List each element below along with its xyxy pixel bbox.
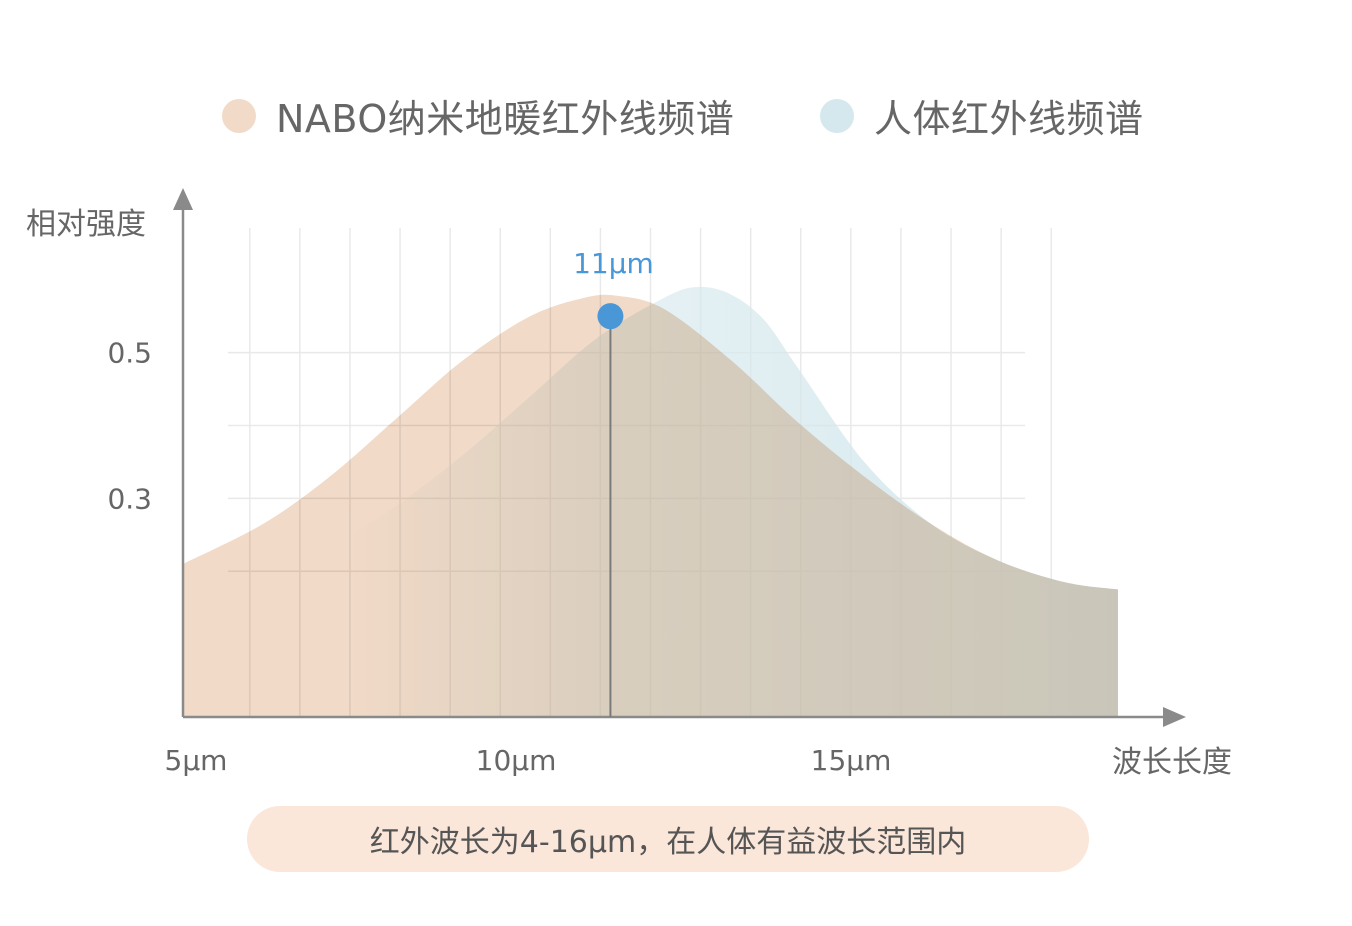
peak-marker — [597, 303, 624, 330]
x-tick-label: 15μm — [811, 744, 892, 777]
y-tick-label: 0.3 — [107, 482, 152, 515]
legend-label-human: 人体红外线频谱 — [874, 97, 1144, 141]
x-axis-arrow — [1163, 707, 1186, 727]
y-axis-title: 相对强度 — [26, 207, 146, 242]
y-axis-arrow — [173, 188, 193, 210]
wavelength-note: 红外波长为4-16μm，在人体有益波长范围内 — [247, 806, 1089, 872]
legend-item-human: 人体红外线频谱 — [820, 88, 1144, 143]
x-tick-label: 10μm — [476, 744, 557, 777]
legend-label-nabo: NABO纳米地暖红外线频谱 — [276, 97, 735, 141]
legend-swatch-human — [820, 98, 854, 133]
legend-item-nabo: NABO纳米地暖红外线频谱 — [222, 88, 734, 143]
peak-annotation: 11μm — [573, 247, 654, 717]
series-area-nabo — [183, 294, 1118, 717]
legend-swatch-nabo — [222, 98, 256, 133]
y-tick-label: 0.5 — [107, 337, 152, 370]
series-areas — [183, 286, 1118, 717]
x-tick-label: 5μm — [165, 744, 228, 777]
wavelength-note-text: 红外波长为4-16μm，在人体有益波长范围内 — [369, 825, 967, 860]
peak-label: 11μm — [573, 247, 654, 280]
axes — [173, 188, 1186, 727]
x-axis-title: 波长长度 — [1112, 745, 1232, 780]
legend: NABO纳米地暖红外线频谱 人体红外线频谱 — [0, 88, 1352, 148]
